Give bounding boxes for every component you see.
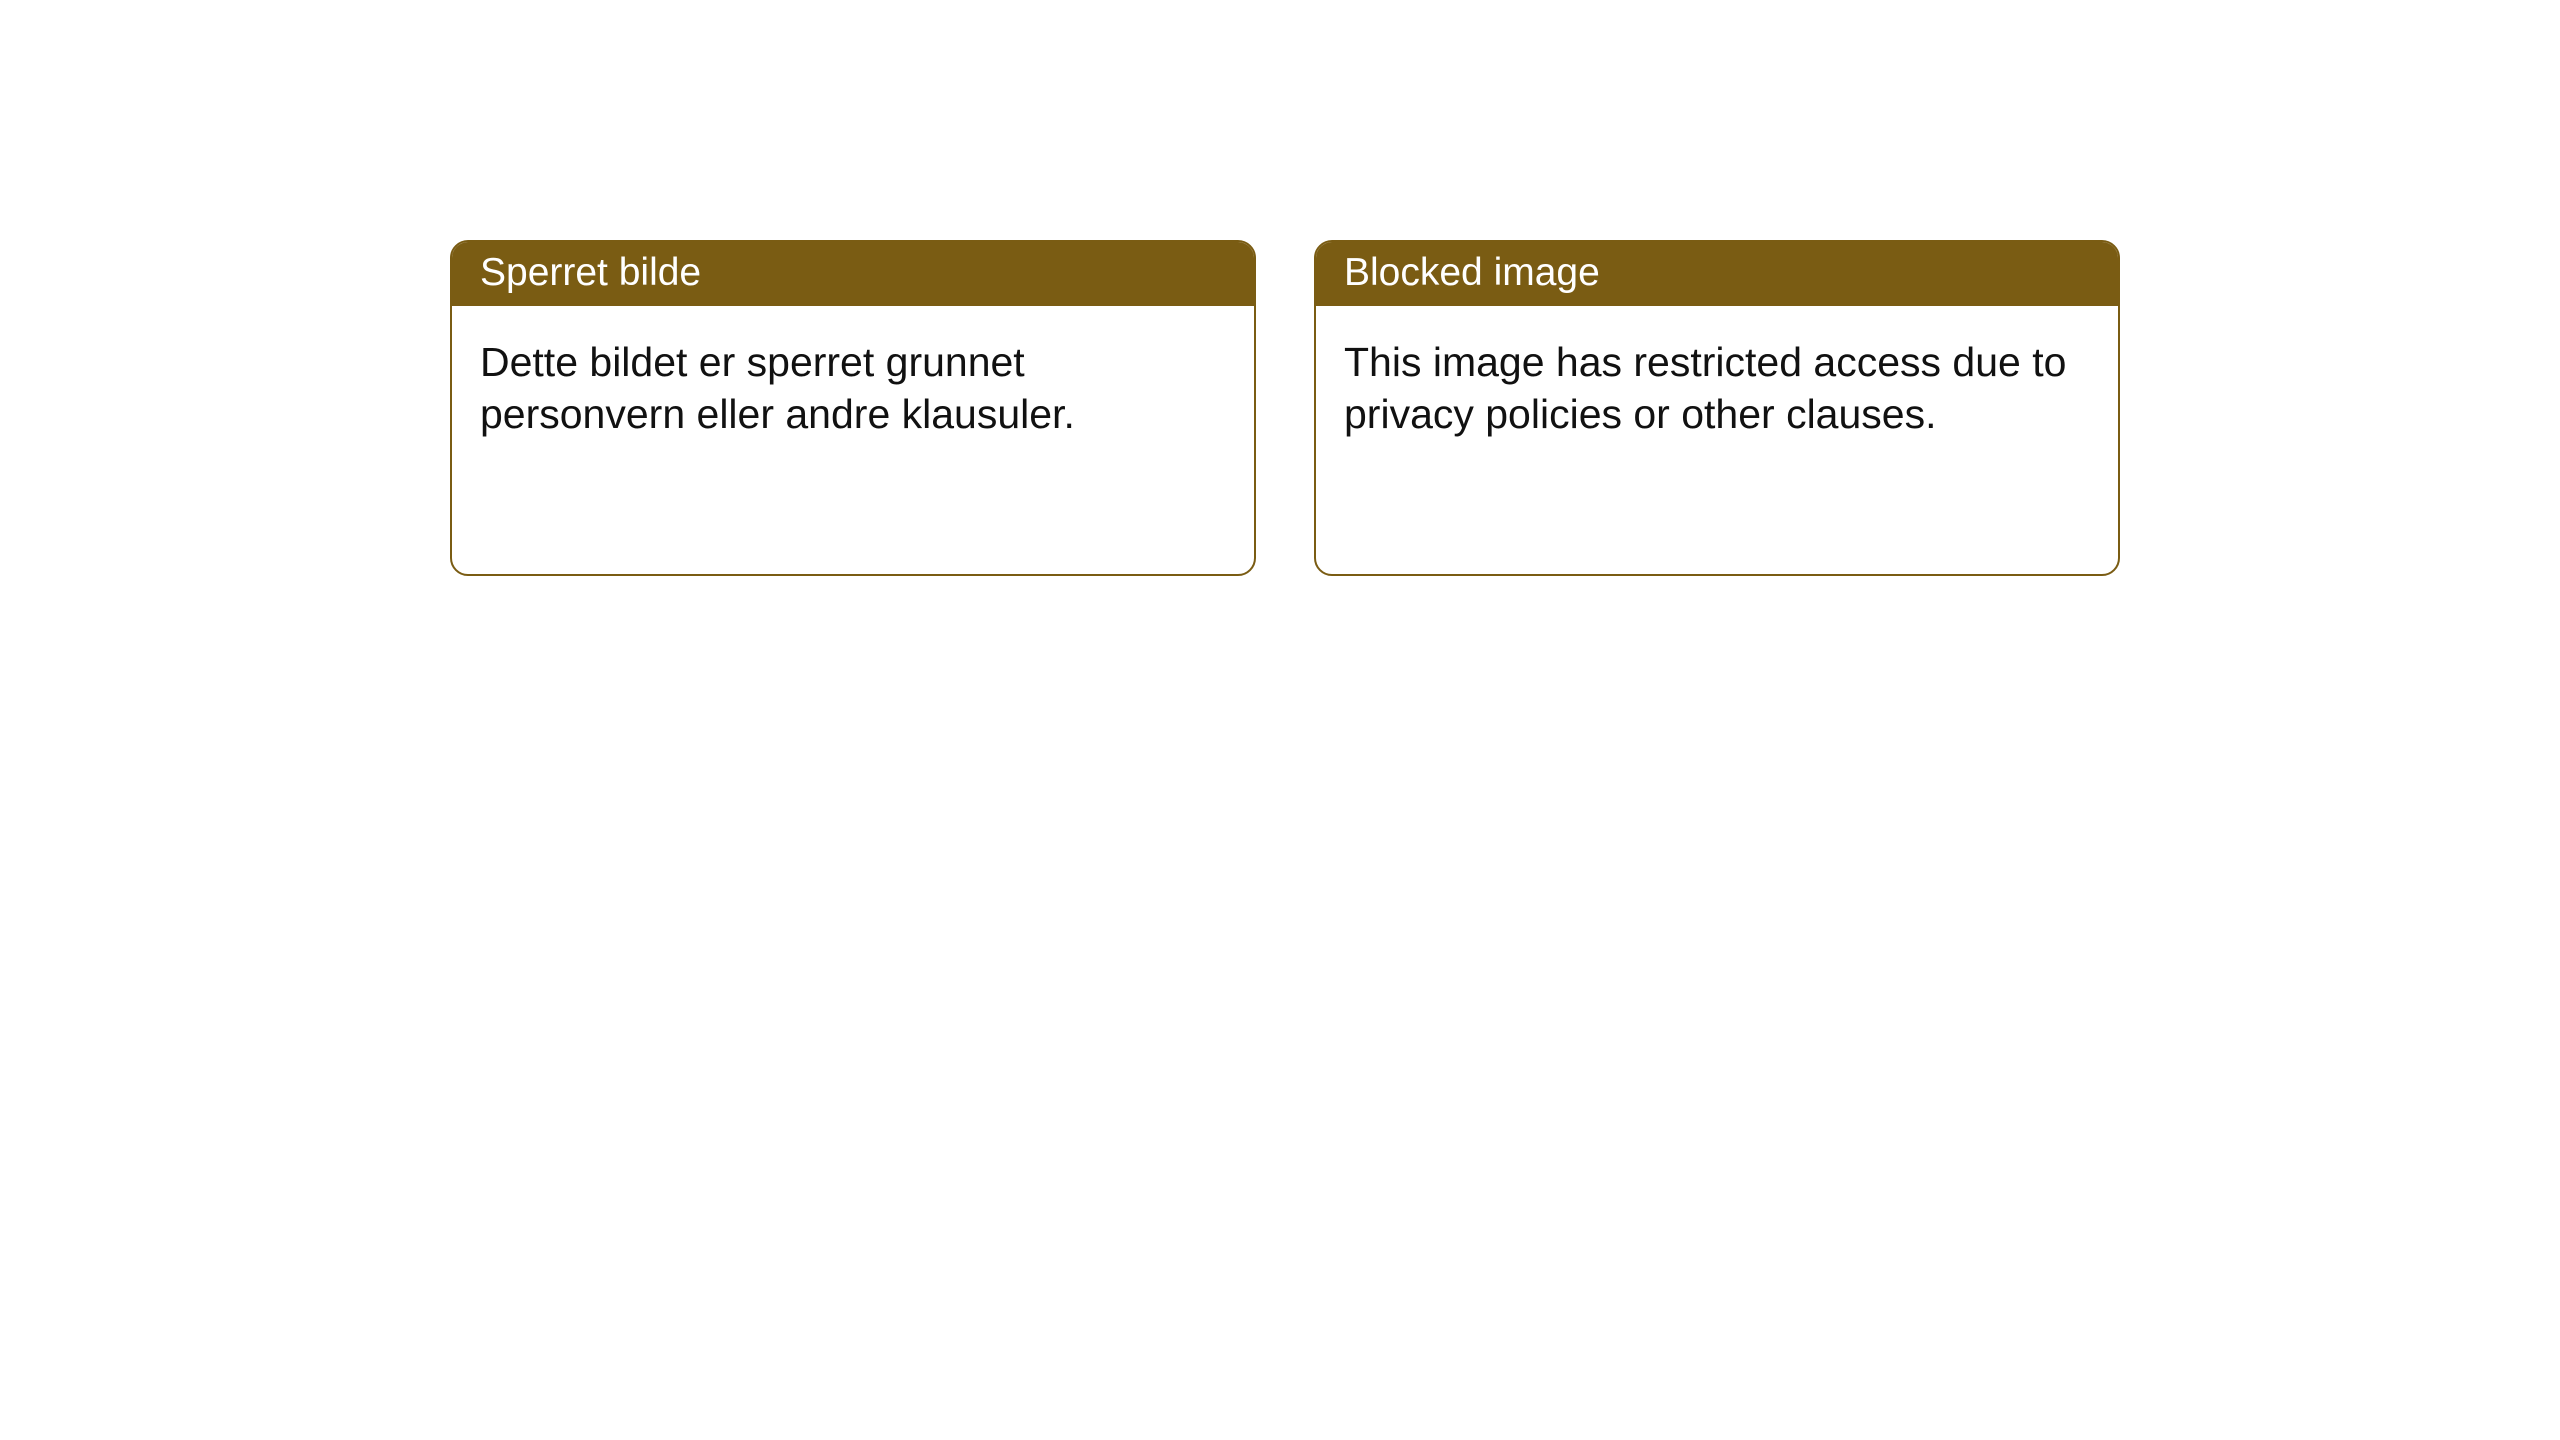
card-body: This image has restricted access due to … [1316,306,2118,470]
notice-card-norwegian: Sperret bilde Dette bildet er sperret gr… [450,240,1256,576]
notice-card-english: Blocked image This image has restricted … [1314,240,2120,576]
card-title: Blocked image [1316,242,2118,306]
card-title: Sperret bilde [452,242,1254,306]
card-body: Dette bildet er sperret grunnet personve… [452,306,1254,470]
notice-cards-container: Sperret bilde Dette bildet er sperret gr… [0,0,2560,576]
